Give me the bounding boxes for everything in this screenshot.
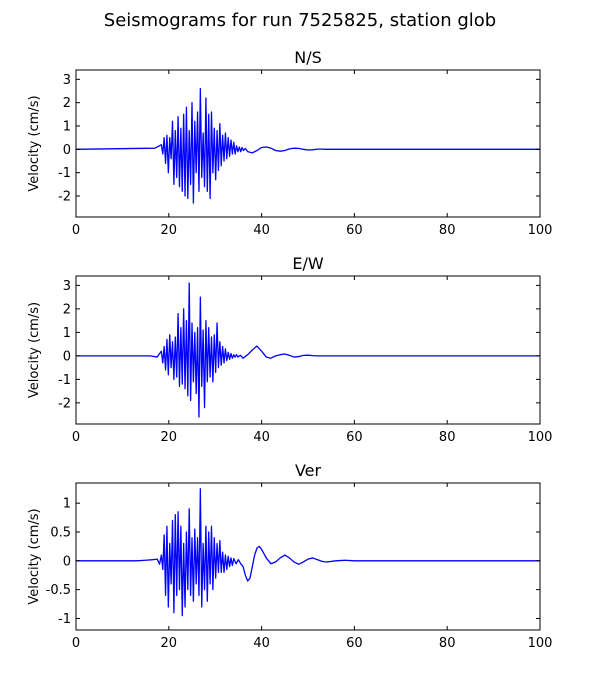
x-tick-label-ew: 40	[253, 430, 270, 445]
subplot-title-ver: Ver	[295, 461, 322, 480]
y-tick-label-ver: -0.5	[46, 583, 71, 598]
subplot-title-ew: E/W	[292, 254, 324, 273]
x-tick-label-ver: 100	[528, 636, 553, 651]
subplot-ew: E/W Velocity (cm/s) 0 20 40 60 80 100 -2 -1 0 1 2 3	[27, 254, 552, 445]
x-tick-label-ver: 40	[253, 636, 270, 651]
y-tick-label-ns: 1	[63, 120, 71, 135]
figure-suptitle: Seismograms for run 7525825, station glo…	[103, 10, 497, 31]
y-tick-label-ew: 3	[63, 279, 71, 294]
x-tick-label-ns: 80	[439, 223, 456, 238]
x-tick-label-ver: 60	[346, 636, 363, 651]
series-line-ns	[76, 88, 540, 204]
y-tick-label-ns: -2	[58, 190, 71, 205]
x-tick-label-ns: 40	[253, 223, 270, 238]
x-tick-label-ver: 0	[72, 636, 80, 651]
y-tick-label-ns: 2	[63, 96, 71, 111]
y-tick-label-ew: 1	[63, 326, 71, 341]
y-axis-label-ns: Velocity (cm/s)	[27, 95, 42, 191]
x-tick-label-ns: 0	[72, 223, 80, 238]
x-tick-label-ew: 100	[528, 430, 553, 445]
x-tick-label-ns: 60	[346, 223, 363, 238]
subplot-ns: N/S Velocity (cm/s) 0 20 40 60 80 100 -2 -1 0 1 2 3	[27, 48, 552, 238]
y-tick-label-ns: -1	[58, 166, 71, 181]
y-tick-label-ew: -1	[58, 373, 71, 388]
x-tick-label-ew: 0	[72, 430, 80, 445]
x-tick-label-ver: 20	[161, 636, 178, 651]
y-tick-label-ver: 0.5	[50, 526, 71, 541]
y-axis-label-ew: Velocity (cm/s)	[27, 302, 42, 398]
y-tick-label-ver: -1	[58, 612, 71, 627]
series-line-ew	[76, 282, 540, 418]
x-tick-label-ew: 60	[346, 430, 363, 445]
series-line-ver	[76, 488, 540, 617]
x-tick-label-ew: 20	[161, 430, 178, 445]
y-tick-label-ns: 3	[63, 73, 71, 88]
axes-frame-ew	[75, 275, 541, 425]
y-axis-label-ver: Velocity (cm/s)	[27, 508, 42, 604]
y-tick-label-ew: 2	[63, 302, 71, 317]
y-tick-label-ns: 0	[63, 143, 71, 158]
x-tick-label-ew: 80	[439, 430, 456, 445]
y-tick-label-ver: 1	[63, 497, 71, 512]
subplot-title-ns: N/S	[294, 48, 322, 67]
y-tick-label-ew: 0	[63, 349, 71, 364]
y-tick-label-ver: 0	[63, 554, 71, 569]
x-tick-label-ns: 100	[528, 223, 553, 238]
axes-frame-ver	[75, 482, 541, 631]
subplot-ver: Ver Velocity (cm/s) 0 20 40 60 80 100 -1 -0.5 0 0.5…	[27, 461, 552, 651]
x-tick-label-ver: 80	[439, 636, 456, 651]
y-tick-label-ew: -2	[58, 396, 71, 411]
x-tick-label-ns: 20	[161, 223, 178, 238]
axes-frame-ns	[75, 69, 541, 218]
